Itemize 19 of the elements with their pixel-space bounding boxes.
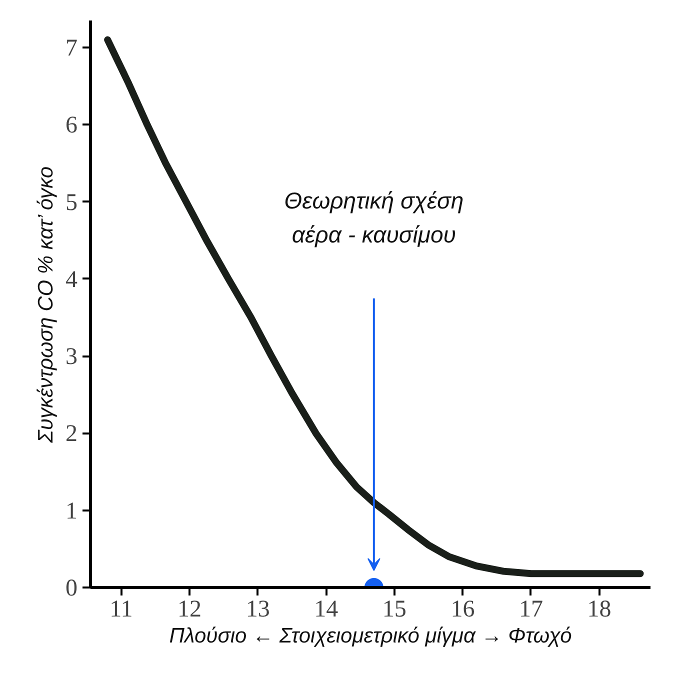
y-tick-label: 0 — [66, 576, 78, 602]
y-axis-title: Συγκέντρωση CO % κατ’ όγκο — [34, 166, 58, 444]
annotation: Θεωρητική σχέση αέρα - καυσίμου — [284, 188, 464, 248]
y-tick-label: 2 — [66, 421, 78, 448]
x-tick-label: 15 — [382, 596, 406, 622]
x-axis-title: Πλούσιο ← Στοιχειομετρικό μίγμα → Φτωχό — [169, 624, 572, 648]
x-tick-label: 18 — [587, 596, 612, 622]
x-tick-label: 17 — [518, 596, 543, 622]
y-tick-label: 4 — [66, 266, 78, 293]
y-tick-label: 3 — [66, 344, 78, 370]
x-tick-label: 14 — [314, 596, 338, 622]
x-tick-label: 12 — [178, 596, 202, 622]
y-tick-label: 7 — [66, 36, 78, 62]
y-tick-label: 1 — [66, 498, 78, 524]
x-tick-label: 13 — [246, 596, 270, 622]
x-tick-label: 16 — [450, 596, 475, 622]
y-tick-label: 5 — [66, 190, 78, 216]
y-tick-label: 6 — [66, 112, 78, 139]
x-tick-label: 11 — [110, 596, 133, 622]
